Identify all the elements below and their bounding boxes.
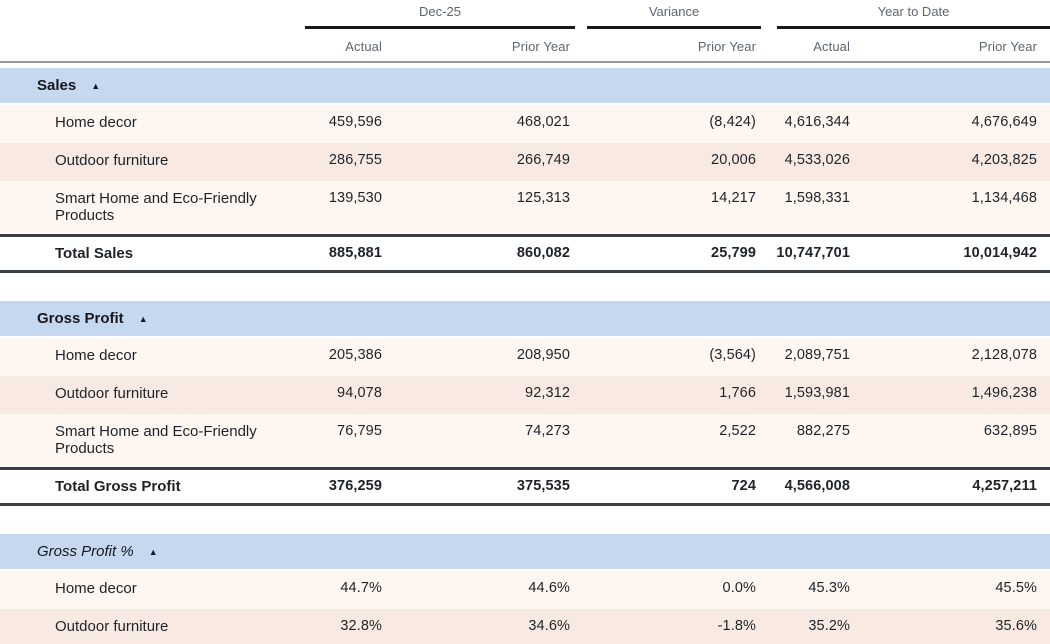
total-row-gross-profit: Total Gross Profit 376,259 375,535 724 4… [0,467,1050,506]
column-group-label: Year to Date [777,4,1050,29]
row-label: Smart Home and Eco-Friendly Products [55,190,257,224]
cell-dec-prior-year: 266,749 [516,152,570,168]
row-label: Home decor [55,114,137,131]
cell-ytd-prior-year: 1,496,238 [971,385,1037,401]
row-label: Outdoor furniture [55,152,169,169]
table-row: Outdoor furniture 286,755 266,749 20,006… [0,143,1050,181]
section-header-gross-profit-pct[interactable]: Gross Profit % ▲ [0,534,1050,569]
cell-ytd-prior-year: 2,128,078 [971,347,1037,363]
cell-dec-actual: 459,596 [328,114,382,130]
cell-dec-prior-year: 34.6% [528,618,570,634]
cell-ytd-actual: 2,089,751 [784,347,850,363]
cell-dec-prior-year: 208,950 [516,347,570,363]
collapse-arrow-icon[interactable]: ▲ [138,313,148,324]
cell-ytd-actual: 10,747,701 [776,245,850,261]
table-row: Outdoor furniture 32.8% 34.6% -1.8% 35.2… [0,609,1050,644]
cell-ytd-actual: 35.2% [808,618,850,634]
cell-ytd-prior-year: 10,014,942 [963,245,1037,261]
cell-dec-prior-year: 74,273 [525,423,570,439]
cell-ytd-prior-year: 632,895 [983,423,1037,439]
table-row: Smart Home and Eco-Friendly Products 76,… [0,414,1050,466]
cell-dec-actual: 205,386 [328,347,382,363]
cell-ytd-actual: 4,533,026 [784,152,850,168]
column-header-row: Actual Prior Year Prior Year Actual Prio… [0,29,1050,63]
cell-dec-actual: 376,259 [328,478,382,494]
section-sales: Sales ▲ Home decor 459,596 468,021 (8,42… [0,68,1050,273]
table-row: Home decor 205,386 208,950 (3,564) 2,089… [0,338,1050,376]
cell-ytd-actual: 45.3% [808,580,850,596]
cell-variance: 0.0% [722,580,756,596]
cell-variance: 2,522 [719,423,756,439]
cell-ytd-prior-year: 45.5% [995,580,1037,596]
cell-dec-actual: 139,530 [328,190,382,206]
column-group-year-to-date: Year to Date [761,0,1050,29]
cell-ytd-actual: 4,616,344 [784,114,850,130]
cell-dec-prior-year: 125,313 [516,190,570,206]
section-title: Gross Profit % [37,543,134,560]
cell-variance: 25,799 [711,245,756,261]
section-header-sales[interactable]: Sales ▲ [0,68,1050,103]
collapse-arrow-icon[interactable]: ▲ [91,80,101,91]
column-group-header-row: Dec-25 Variance Year to Date [0,0,1050,29]
column-group-variance: Variance [575,0,761,29]
cell-dec-actual: 44.7% [340,580,382,596]
cell-dec-actual: 94,078 [337,385,382,401]
row-label: Home decor [55,580,137,597]
cell-ytd-actual: 1,593,981 [784,385,850,401]
total-row-sales: Total Sales 885,881 860,082 25,799 10,74… [0,234,1050,273]
collapse-arrow-icon[interactable]: ▲ [148,546,158,557]
table-row: Outdoor furniture 94,078 92,312 1,766 1,… [0,376,1050,414]
column-header-prior-year: Prior Year [511,39,570,54]
table-row: Home decor 459,596 468,021 (8,424) 4,616… [0,105,1050,143]
cell-variance: 1,766 [719,385,756,401]
cell-dec-prior-year: 375,535 [516,478,570,494]
column-group-dec25: Dec-25 [305,0,575,29]
cell-dec-prior-year: 860,082 [516,245,570,261]
column-header-ytd-actual: Actual [813,39,850,54]
cell-variance: (3,564) [709,347,756,363]
cell-ytd-prior-year: 4,203,825 [971,152,1037,168]
section-header-gross-profit[interactable]: Gross Profit ▲ [0,301,1050,336]
cell-dec-actual: 76,795 [337,423,382,439]
cell-dec-prior-year: 92,312 [525,385,570,401]
cell-dec-actual: 32.8% [340,618,382,634]
cell-variance: 724 [731,478,756,494]
cell-variance: (8,424) [709,114,756,130]
cell-ytd-prior-year: 35.6% [995,618,1037,634]
column-header-variance-prior-year: Prior Year [697,39,756,54]
cell-dec-prior-year: 468,021 [516,114,570,130]
total-label: Total Sales [55,245,134,262]
cell-variance: 20,006 [711,152,756,168]
column-group-label: Dec-25 [305,4,575,29]
row-label: Outdoor furniture [55,385,169,402]
section-gross-profit-pct: Gross Profit % ▲ Home decor 44.7% 44.6% … [0,534,1050,644]
column-group-label: Variance [587,4,761,29]
cell-dec-prior-year: 44.6% [528,580,570,596]
section-title: Sales [37,77,77,94]
column-header-ytd-prior-year: Prior Year [978,39,1037,54]
row-label: Smart Home and Eco-Friendly Products [55,423,257,457]
cell-dec-actual: 286,755 [328,152,382,168]
table-row: Home decor 44.7% 44.6% 0.0% 45.3% 45.5% [0,571,1050,609]
cell-dec-actual: 885,881 [328,245,382,261]
cell-ytd-prior-year: 4,257,211 [972,478,1037,494]
section-gross-profit: Gross Profit ▲ Home decor 205,386 208,95… [0,301,1050,506]
cell-ytd-actual: 4,566,008 [784,478,850,494]
column-header-actual: Actual [345,39,382,54]
total-label: Total Gross Profit [55,478,181,495]
cell-variance: 14,217 [711,190,756,206]
cell-ytd-prior-year: 1,134,468 [971,190,1037,206]
cell-ytd-actual: 1,598,331 [784,190,850,206]
row-label: Outdoor furniture [55,618,169,635]
section-title: Gross Profit [37,310,124,327]
row-label: Home decor [55,347,137,364]
cell-ytd-actual: 882,275 [796,423,850,439]
table-row: Smart Home and Eco-Friendly Products 139… [0,181,1050,233]
cell-ytd-prior-year: 4,676,649 [971,114,1037,130]
cell-variance: -1.8% [717,618,756,634]
